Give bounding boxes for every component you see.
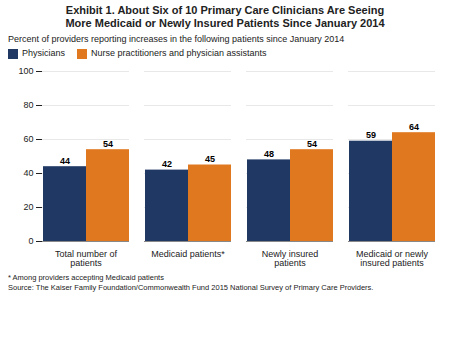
svg-text:48: 48 (264, 149, 274, 159)
svg-text:59: 59 (366, 130, 376, 140)
html-text:Percent of providers reporting: Percent of providers reporting increases… (8, 34, 345, 44)
html-text:Physicians: Physicians (22, 48, 65, 58)
svg-text:54: 54 (307, 139, 317, 149)
svg-text:Total number ofpatients: Total number ofpatients (55, 249, 118, 268)
svg-text:20: 20 (23, 202, 33, 212)
svg-text:0: 0 (28, 236, 33, 246)
svg-text:40: 40 (23, 168, 33, 178)
svg-text:Medicaid or newlyinsured patie: Medicaid or newlyinsured patients (356, 249, 429, 268)
svg-text:45: 45 (205, 154, 215, 164)
svg-text:Medicaid patients*: Medicaid patients* (151, 249, 225, 259)
html-text:* Among providers accepting Me: * Among providers accepting Medicaid pat… (8, 273, 164, 282)
html-text:Source: The Kaiser Family Foun: Source: The Kaiser Family Foundation/Com… (8, 282, 374, 292)
svg-text:100: 100 (18, 66, 33, 76)
html-text:Exhibit 1. About Six of 10 Pri: Exhibit 1. About Six of 10 Primary Care … (65, 4, 385, 29)
svg-text:80: 80 (23, 100, 33, 110)
html-text:Nurse practitioners and physic: Nurse practitioners and physician assist… (91, 48, 267, 58)
svg-text:54: 54 (103, 139, 113, 149)
svg-text:60: 60 (23, 134, 33, 144)
svg-text:44: 44 (60, 156, 70, 166)
svg-text:Newly insuredpatients: Newly insuredpatients (262, 249, 319, 268)
svg-text:42: 42 (162, 159, 172, 169)
svg-text:64: 64 (409, 122, 419, 132)
